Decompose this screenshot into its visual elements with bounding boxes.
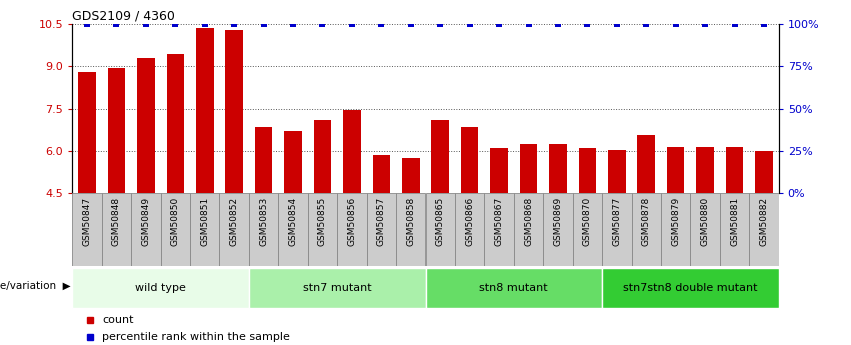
Bar	[161, 193, 190, 266]
Bar	[343, 110, 361, 193]
Text: GSM50880: GSM50880	[700, 197, 710, 246]
Bar	[549, 144, 567, 193]
Bar	[249, 268, 426, 308]
Text: GSM50853: GSM50853	[260, 197, 268, 246]
Bar	[426, 193, 455, 266]
Text: GSM50868: GSM50868	[524, 197, 533, 246]
Text: GSM50849: GSM50849	[141, 197, 151, 246]
Bar	[667, 147, 684, 193]
Bar	[220, 193, 248, 266]
Bar	[720, 193, 749, 266]
Text: stn7 mutant: stn7 mutant	[303, 283, 372, 293]
Bar	[579, 148, 597, 193]
Bar	[755, 151, 773, 193]
Bar	[402, 158, 420, 193]
Bar	[431, 120, 449, 193]
Bar	[573, 193, 603, 266]
Text: GSM50858: GSM50858	[406, 197, 415, 246]
Bar	[107, 68, 125, 193]
Text: GSM50870: GSM50870	[583, 197, 591, 246]
Text: GSM50869: GSM50869	[553, 197, 563, 246]
Text: GSM50850: GSM50850	[171, 197, 180, 246]
Bar	[131, 193, 161, 266]
Bar	[196, 28, 214, 193]
Text: GSM50855: GSM50855	[318, 197, 327, 246]
Text: GSM50878: GSM50878	[642, 197, 651, 246]
Text: GDS2109 / 4360: GDS2109 / 4360	[72, 10, 175, 23]
Text: stn8 mutant: stn8 mutant	[479, 283, 548, 293]
Bar	[78, 72, 96, 193]
Bar	[226, 30, 243, 193]
Text: GSM50857: GSM50857	[377, 197, 386, 246]
Text: GSM50877: GSM50877	[613, 197, 621, 246]
Bar	[514, 193, 543, 266]
Bar	[72, 268, 248, 308]
Text: stn7stn8 double mutant: stn7stn8 double mutant	[623, 283, 757, 293]
Bar	[314, 120, 331, 193]
Bar	[308, 193, 337, 266]
Bar	[637, 136, 655, 193]
Text: GSM50852: GSM50852	[230, 197, 238, 246]
Bar	[461, 127, 478, 193]
Text: GSM50879: GSM50879	[671, 197, 680, 246]
Bar	[167, 54, 184, 193]
Bar	[137, 58, 155, 193]
Text: count: count	[102, 315, 134, 325]
Text: GSM50851: GSM50851	[200, 197, 209, 246]
Text: GSM50865: GSM50865	[436, 197, 445, 246]
Bar	[426, 268, 602, 308]
Bar	[72, 193, 102, 266]
Bar	[749, 193, 779, 266]
Text: percentile rank within the sample: percentile rank within the sample	[102, 333, 290, 342]
Bar	[602, 268, 779, 308]
Text: GSM50848: GSM50848	[112, 197, 121, 246]
Bar	[249, 193, 278, 266]
Bar	[396, 193, 426, 266]
Text: genotype/variation  ▶: genotype/variation ▶	[0, 281, 71, 291]
Bar	[278, 193, 308, 266]
Text: GSM50856: GSM50856	[347, 197, 357, 246]
Bar	[690, 193, 720, 266]
Text: GSM50866: GSM50866	[465, 197, 474, 246]
Bar	[696, 147, 714, 193]
Bar	[484, 193, 514, 266]
Bar	[602, 193, 631, 266]
Bar	[102, 193, 131, 266]
Bar	[631, 193, 661, 266]
Bar	[520, 144, 537, 193]
Bar	[661, 193, 690, 266]
Bar	[254, 127, 272, 193]
Text: GSM50847: GSM50847	[83, 197, 92, 246]
Bar	[490, 148, 508, 193]
Text: GSM50854: GSM50854	[288, 197, 298, 246]
Bar	[367, 193, 396, 266]
Bar	[543, 193, 573, 266]
Text: GSM50882: GSM50882	[759, 197, 768, 246]
Bar	[455, 193, 484, 266]
Bar	[190, 193, 220, 266]
Text: GSM50881: GSM50881	[730, 197, 739, 246]
Bar	[337, 193, 367, 266]
Bar	[726, 147, 744, 193]
Text: wild type: wild type	[135, 283, 186, 293]
Bar	[284, 131, 302, 193]
Text: GSM50867: GSM50867	[494, 197, 504, 246]
Bar	[373, 155, 390, 193]
Bar	[608, 149, 625, 193]
